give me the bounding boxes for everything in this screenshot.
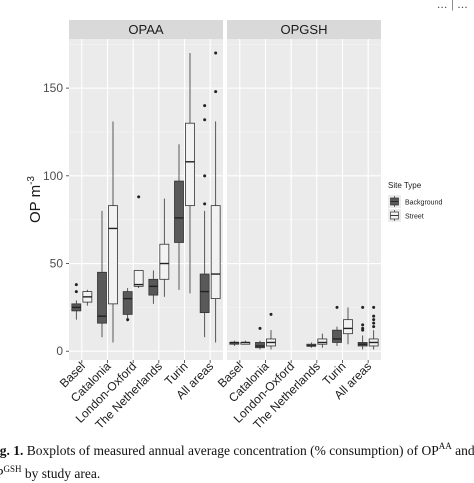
outlier-point — [137, 195, 141, 199]
box-street — [159, 198, 170, 297]
box-body — [343, 319, 353, 335]
caption-line-2: PGSH by study area. — [0, 460, 474, 483]
page-header-text: ... | ... — [437, 0, 468, 11]
caption-sup-1: AA — [438, 441, 452, 451]
outlier-point — [361, 305, 365, 309]
outlier-point — [74, 290, 78, 294]
box-body — [122, 291, 133, 315]
box-background — [122, 288, 133, 322]
y-tick-label: 50 — [50, 257, 64, 271]
outlier-point — [372, 325, 376, 329]
legend-entry-label: Street — [405, 214, 424, 221]
box-street — [368, 305, 379, 350]
outlier-point — [372, 318, 376, 322]
box-street — [82, 289, 93, 306]
box-street — [108, 121, 118, 343]
box-background — [332, 305, 342, 346]
outlier-point — [372, 321, 376, 325]
panel-background — [227, 39, 381, 360]
box-body — [255, 342, 265, 349]
outlier-point — [203, 202, 207, 206]
box-body — [159, 243, 170, 280]
outlier-point — [203, 104, 207, 108]
outlier-point — [361, 323, 365, 327]
outlier-point — [258, 326, 262, 330]
box-street — [133, 195, 144, 289]
box-body — [97, 271, 107, 324]
box-background — [199, 104, 210, 338]
outlier-point — [214, 51, 218, 55]
box-body — [174, 180, 184, 243]
box-background — [148, 270, 159, 304]
box-body — [148, 278, 159, 296]
outlier-point — [126, 318, 130, 322]
caption-text-1: Boxplots of measured annual average conc… — [26, 443, 439, 458]
box-background — [357, 305, 368, 350]
legend: Site Type Background Street — [388, 181, 442, 222]
page-header-fragment: ... | ... — [0, 0, 474, 12]
y-tick-label: 0 — [56, 344, 63, 358]
caption-label: ig. 1. — [0, 443, 24, 458]
panel-strip-label: OPGSH — [281, 22, 328, 37]
box-body — [317, 338, 328, 345]
box-body — [185, 122, 195, 207]
box-street — [185, 53, 195, 294]
figure-caption: ig. 1. Boxplots of measured annual avera… — [0, 437, 474, 483]
caption-tail-1: and — [451, 443, 474, 458]
outlier-point — [203, 118, 207, 122]
y-axis: 0 50 100 150 OP m-3 — [26, 81, 69, 358]
box-street — [266, 312, 276, 350]
panel-strip-label: OPAA — [128, 22, 163, 37]
outlier-point — [74, 283, 78, 287]
caption-sup-2: GSH — [3, 464, 22, 474]
box-body — [133, 270, 144, 287]
box-background — [255, 326, 265, 350]
legend-entry-label: Background — [405, 200, 442, 207]
box-street — [210, 51, 221, 343]
box-street — [240, 340, 251, 345]
box-background — [97, 210, 107, 338]
box-body — [210, 205, 221, 300]
outlier-point — [372, 314, 376, 318]
panel-background — [69, 39, 223, 360]
box-background — [71, 283, 82, 320]
outlier-point — [335, 305, 339, 309]
box-body — [332, 329, 342, 343]
box-background — [306, 342, 317, 348]
panel-strip — [227, 20, 381, 39]
outlier-point — [269, 312, 273, 316]
y-axis-title: OP m-3 — [26, 176, 44, 223]
legend-title: Site Type — [388, 181, 422, 190]
box-street — [343, 307, 353, 345]
panel-strip — [69, 20, 223, 39]
outlier-point — [372, 305, 376, 309]
y-tick-label: 150 — [43, 81, 63, 95]
y-tick-label: 100 — [43, 169, 63, 183]
outlier-point — [203, 174, 207, 178]
caption-line-1: ig. 1. Boxplots of measured annual avera… — [0, 437, 474, 460]
outlier-point — [214, 90, 218, 94]
box-body — [199, 273, 210, 314]
box-background — [229, 340, 240, 346]
outlier-point — [361, 326, 365, 330]
box-background — [174, 144, 184, 290]
box-body — [108, 205, 118, 305]
box-street — [317, 333, 328, 348]
